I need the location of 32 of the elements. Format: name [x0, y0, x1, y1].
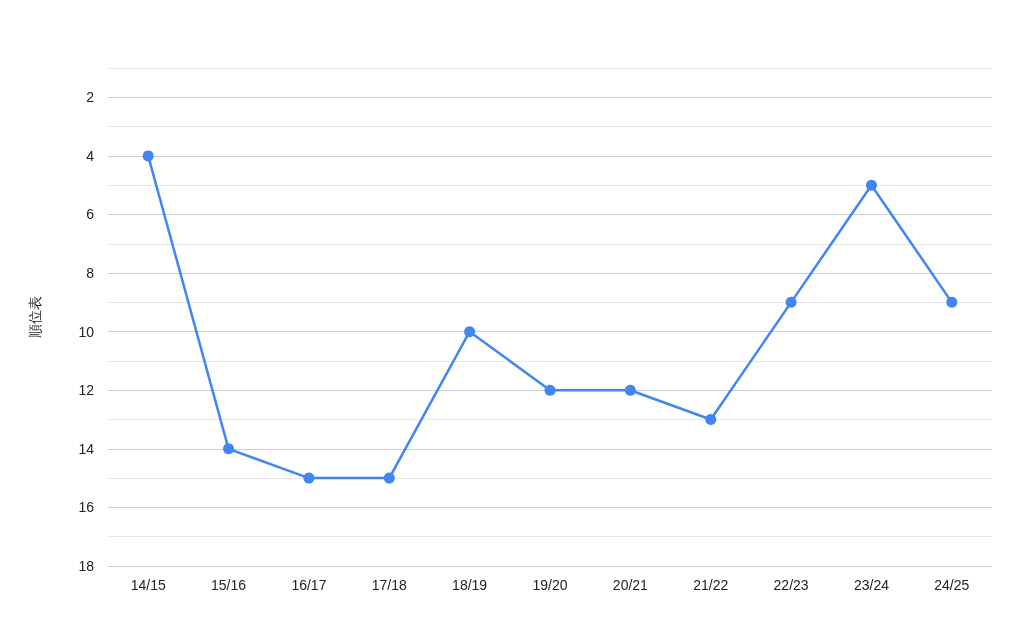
point	[705, 414, 717, 426]
x-tick-label: 23/24	[853, 577, 890, 593]
x-tick-label: 24/25	[934, 577, 970, 593]
y-tick-label: 8	[86, 265, 95, 282]
x-tick-label: 14/15	[130, 577, 166, 593]
x-tick-label: 18/19	[452, 577, 488, 593]
point	[946, 296, 958, 308]
x-tick-label: 20/21	[612, 577, 649, 593]
y-tick-label: 2	[86, 89, 95, 106]
x-tick-label: 21/22	[693, 577, 729, 593]
x-tick-label: 16/17	[291, 577, 327, 593]
y-tick-label: 6	[86, 206, 95, 223]
point	[785, 296, 797, 308]
point	[464, 326, 476, 338]
y-tick-label: 4	[86, 147, 95, 164]
y-tick-label: 12	[78, 382, 95, 399]
point	[865, 179, 877, 191]
x-tick-label: 15/16	[211, 577, 247, 593]
point	[223, 443, 235, 455]
x-tick-label: 17/18	[371, 577, 407, 593]
y-tick-label: 14	[78, 440, 95, 457]
point	[624, 384, 636, 396]
point	[303, 472, 315, 484]
point	[383, 472, 395, 484]
x-tick-label: 19/20	[532, 577, 568, 593]
point	[142, 150, 154, 162]
y-tick-label: 10	[78, 323, 95, 340]
y-tick-label: 16	[78, 499, 95, 516]
y-tick-label: 18	[78, 558, 95, 574]
x-tick-label: 22/23	[773, 577, 809, 593]
y-axis-title: 順位表	[27, 296, 43, 338]
point	[544, 384, 556, 396]
